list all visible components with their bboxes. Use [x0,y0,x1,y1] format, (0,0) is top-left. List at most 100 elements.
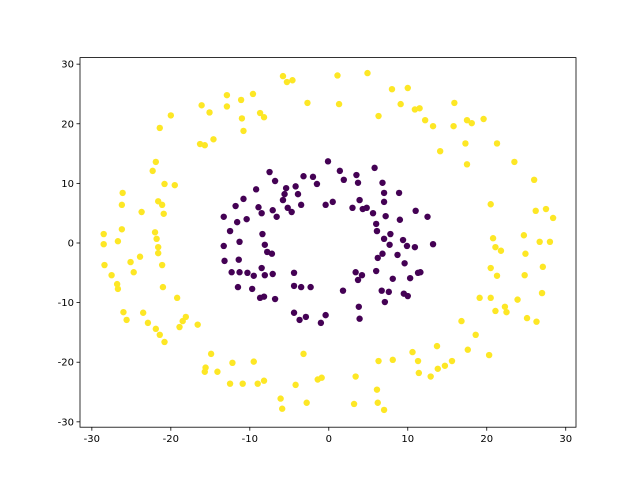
scatter-point [221,257,228,265]
y-tick-label: -20 [58,358,74,369]
scatter-point [151,229,159,236]
scatter-point [404,84,411,92]
x-tick-label: -20 [163,434,179,445]
scatter-point [201,368,208,375]
scatter-point [182,313,190,321]
scatter-point [355,303,363,310]
scatter-point [307,283,314,291]
scatter-point [154,243,162,251]
scatter-point [427,373,434,380]
scatter-point [282,184,290,192]
scatter-point [114,238,122,245]
scatter-point [493,140,501,147]
scatter-point [503,308,510,316]
scatter-point [194,321,201,328]
scatter-point [350,400,358,408]
scatter-point [159,283,167,291]
scatter-point [363,204,370,212]
scatter-point [429,122,437,130]
scatter-point [229,359,236,367]
scatter-point [278,405,286,412]
scatter-point [397,100,404,108]
scatter-point [220,242,227,250]
scatter-point [380,189,388,197]
scatter-point [329,198,336,206]
scatter-point [138,208,145,216]
scatter-point [290,269,298,277]
scatter-point [372,267,380,275]
scatter-point [387,230,394,238]
scatter-point [156,331,163,338]
scatter-point [156,124,163,132]
scatter-point [260,114,268,121]
scatter-point [480,115,487,123]
scatter-point [248,285,256,293]
scatter-point [403,242,411,250]
scatter-point [409,348,416,356]
scatter-point [207,350,215,358]
scatter-point [120,308,127,316]
scatter-point [487,294,494,302]
scatter-point [284,204,291,212]
scatter-point [233,218,241,226]
scatter-point [448,357,456,365]
scatter-point [369,209,377,217]
scatter-point [144,319,152,327]
scatter-point [322,201,329,209]
scatter-point [317,319,325,327]
scatter-point [300,173,307,180]
scatter-point [176,323,183,331]
scatter-point [161,338,168,346]
scatter-point [271,177,279,185]
y-tick-label: 30 [61,60,74,71]
scatter-point [364,69,371,77]
scatter-point [546,238,554,246]
scatter-point [154,249,162,257]
scatter-point [119,189,126,197]
scatter-point [152,158,160,166]
scatter-point [536,238,543,246]
scatter-point [501,303,509,310]
scatter-point [463,116,471,124]
scatter-point [238,115,246,122]
scatter-point [101,261,108,269]
scatter-point [173,294,181,302]
scatter-point [395,189,403,197]
scatter-point [379,179,386,186]
scatter-point [522,250,529,257]
scatter-point [294,190,302,198]
scatter-point [243,215,250,223]
scatter-point [462,140,469,147]
scatter-point [492,243,499,251]
scatter-point [252,186,260,193]
scatter-point [100,240,107,248]
scatter-point [375,112,382,120]
scatter-point [167,112,175,119]
scatter-point [433,342,441,350]
scatter-point [108,271,115,279]
scatter-point [250,358,257,365]
y-tick-label: 10 [61,179,74,190]
scatter-point [379,250,386,257]
scatter-point [206,109,213,116]
scatter-point [412,207,419,215]
x-tick-label: -10 [242,434,258,445]
scatter-point [388,85,396,93]
scatter-point [279,196,287,204]
scatter-point [127,258,134,266]
scatter-point [451,99,458,107]
scatter-point [290,309,298,316]
scatter-point [520,232,528,239]
scatter-point [386,241,393,248]
scatter-point [324,158,332,165]
scatter-point [389,356,396,364]
scatter-point [411,243,419,251]
scatter-point [236,238,243,246]
scatter-point [497,247,505,254]
scatter-point [226,227,234,235]
scatter-point [354,179,362,186]
scatter-point [401,260,408,267]
scatter-point [523,314,531,322]
scatter-point [100,230,107,238]
scatter-point [158,261,166,269]
